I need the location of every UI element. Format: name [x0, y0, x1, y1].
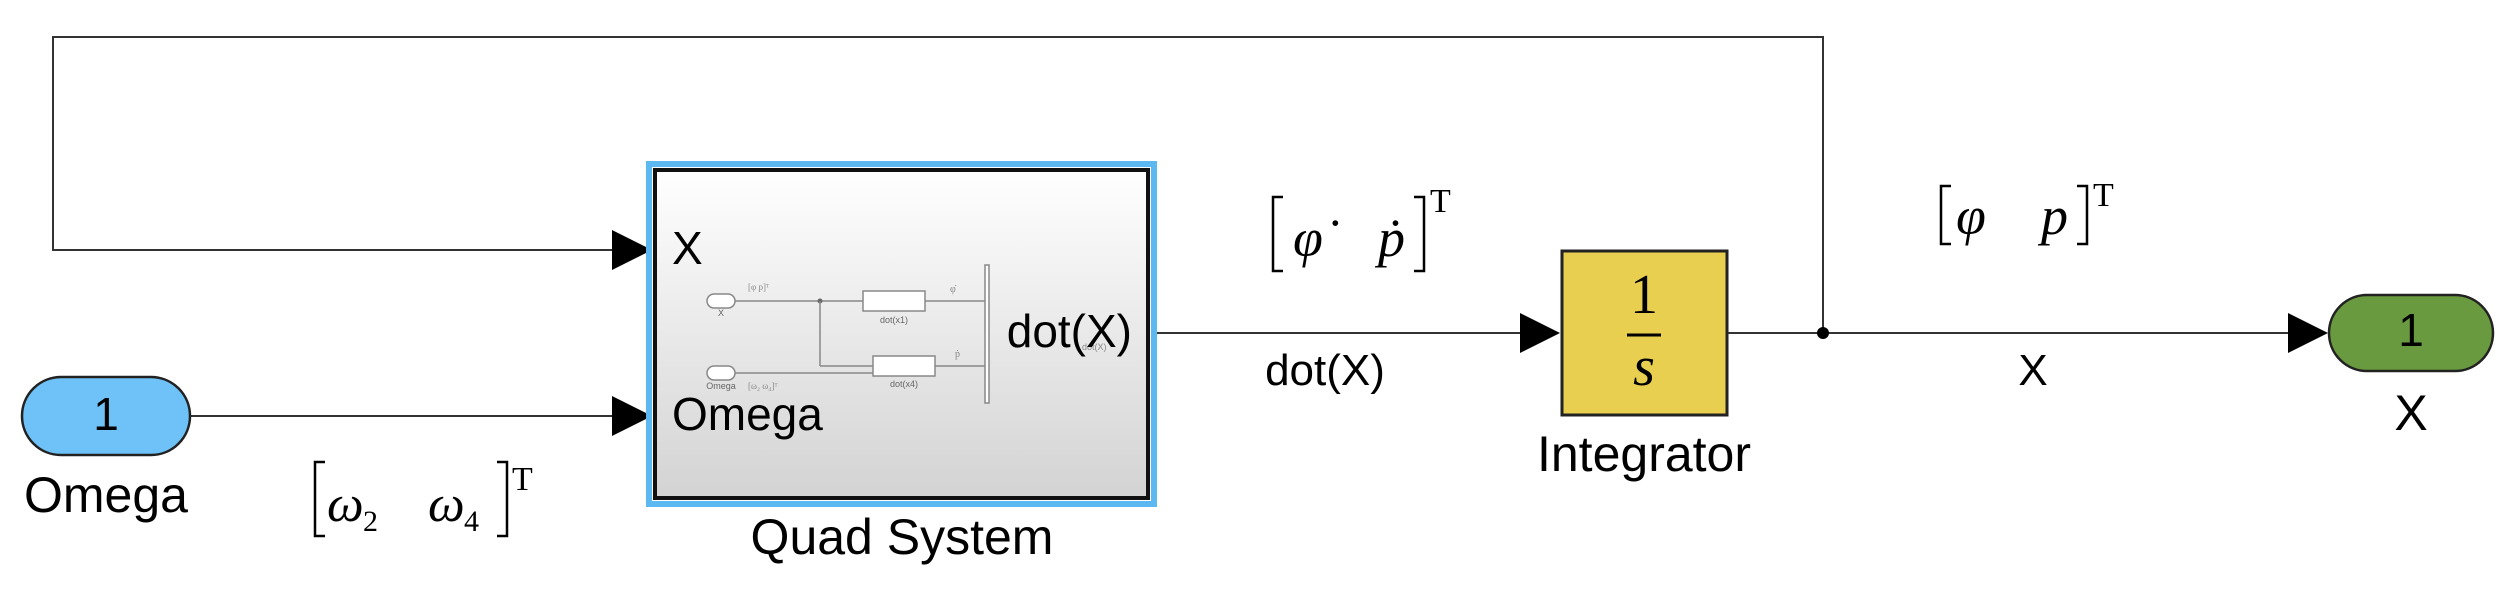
- preview-in1-signal: [φ p]ᵀ: [748, 282, 770, 292]
- preview-inport-x: [706, 293, 736, 309]
- preview-block1: [862, 290, 926, 312]
- preview-block2: [872, 355, 936, 377]
- preview-inport-omega: [706, 365, 736, 381]
- branch-point: [1817, 327, 1829, 339]
- right-bracket: [1414, 195, 1426, 273]
- x-signal-label: X: [2018, 346, 2047, 395]
- preview-out2-signal: ṗ: [955, 349, 960, 360]
- preview-block2-label: dot(x4): [890, 379, 918, 389]
- omega-sym-1: ω: [327, 476, 364, 533]
- omega-transpose: T: [512, 461, 533, 498]
- integrator-input-arrow: [1520, 313, 1560, 353]
- outport-x[interactable]: 1: [2327, 293, 2495, 373]
- preview-mux: [984, 264, 990, 404]
- integrator-numerator: 1: [1630, 264, 1658, 326]
- integrator-body[interactable]: [1560, 249, 1729, 417]
- preview-out1-signal: φ̇: [950, 284, 957, 295]
- x-input-arrow: [612, 230, 652, 270]
- omega-input-arrow: [612, 396, 652, 436]
- preview-inport-omega-label: Omega: [706, 381, 736, 391]
- state-sym-2: p: [2037, 186, 2068, 246]
- dot-vector-annotation: φ̇ ṗ T: [1271, 183, 1451, 273]
- integrator-block[interactable]: 1 s: [1560, 249, 1729, 417]
- dotx-signal-label: dot(X): [1265, 346, 1385, 395]
- outport-number: 1: [2398, 304, 2424, 356]
- right-bracket: [497, 460, 509, 538]
- preview-out-label: dot(X): [1082, 342, 1107, 352]
- right-bracket: [2077, 184, 2089, 246]
- omega-vector-annotation: ω 2 ω 4 T: [313, 460, 533, 538]
- subsystem-port-x: X: [672, 222, 703, 274]
- subsystem-port-omega: Omega: [672, 388, 823, 440]
- inport-omega[interactable]: 1: [20, 375, 192, 457]
- omega-sub-1: 2: [363, 505, 378, 538]
- subsystem-port-dotx: dot(X): [1007, 305, 1132, 357]
- inport-label: Omega: [24, 467, 188, 523]
- inport-number: 1: [93, 388, 119, 440]
- subsystem-name: Quad System: [751, 509, 1054, 565]
- left-bracket: [1271, 195, 1283, 273]
- state-transpose: T: [2093, 177, 2114, 214]
- subsystem-highlight: [646, 161, 1157, 507]
- preview-in2-signal: [ω₂ ω₄]ᵀ: [748, 381, 778, 391]
- left-bracket: [313, 460, 325, 538]
- integrator-denominator: s: [1633, 336, 1655, 398]
- omega-sub-2: 4: [464, 505, 479, 538]
- dot-transpose: T: [1430, 183, 1451, 220]
- preview-inport-x-label: X: [718, 308, 724, 318]
- state-sym-1: φ: [1956, 186, 1986, 246]
- omega-sym-2: ω: [428, 476, 465, 533]
- integrator-name: Integrator: [1537, 426, 1751, 482]
- inport-block[interactable]: [20, 375, 192, 457]
- dot-sym-1: φ̇: [1293, 208, 1339, 268]
- quad-system-subsystem[interactable]: X [φ p]ᵀ dot(x1) φ̇ Omega [ω₂ ω₄]ᵀ dot(x…: [646, 161, 1157, 507]
- state-vector-annotation: φ p T: [1939, 177, 2114, 246]
- subsystem-body[interactable]: [653, 168, 1150, 500]
- outport-label: X: [2394, 385, 2427, 441]
- dot-sym-2: ṗ: [1374, 208, 1405, 268]
- feedback-line[interactable]: [52, 36, 1824, 333]
- preview-block1-label: dot(x1): [880, 315, 908, 325]
- subsystem-preview: X [φ p]ᵀ dot(x1) φ̇ Omega [ω₂ ω₄]ᵀ dot(x…: [706, 264, 1107, 404]
- left-bracket: [1939, 184, 1951, 246]
- outport-arrow: [2288, 313, 2328, 353]
- outport-block[interactable]: [2327, 293, 2495, 373]
